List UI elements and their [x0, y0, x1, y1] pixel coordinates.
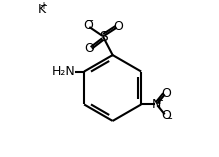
Text: O: O [161, 87, 171, 100]
Text: +: + [155, 96, 164, 106]
Text: O: O [84, 42, 94, 55]
Text: −: − [86, 16, 94, 26]
Text: −: − [165, 114, 173, 124]
Text: K: K [37, 3, 46, 16]
Text: S: S [99, 30, 108, 44]
Text: O: O [83, 19, 93, 32]
Text: O: O [113, 20, 123, 33]
Text: O: O [161, 109, 171, 122]
Text: H₂N: H₂N [52, 65, 76, 78]
Text: N: N [151, 98, 161, 111]
Text: +: + [39, 1, 47, 11]
